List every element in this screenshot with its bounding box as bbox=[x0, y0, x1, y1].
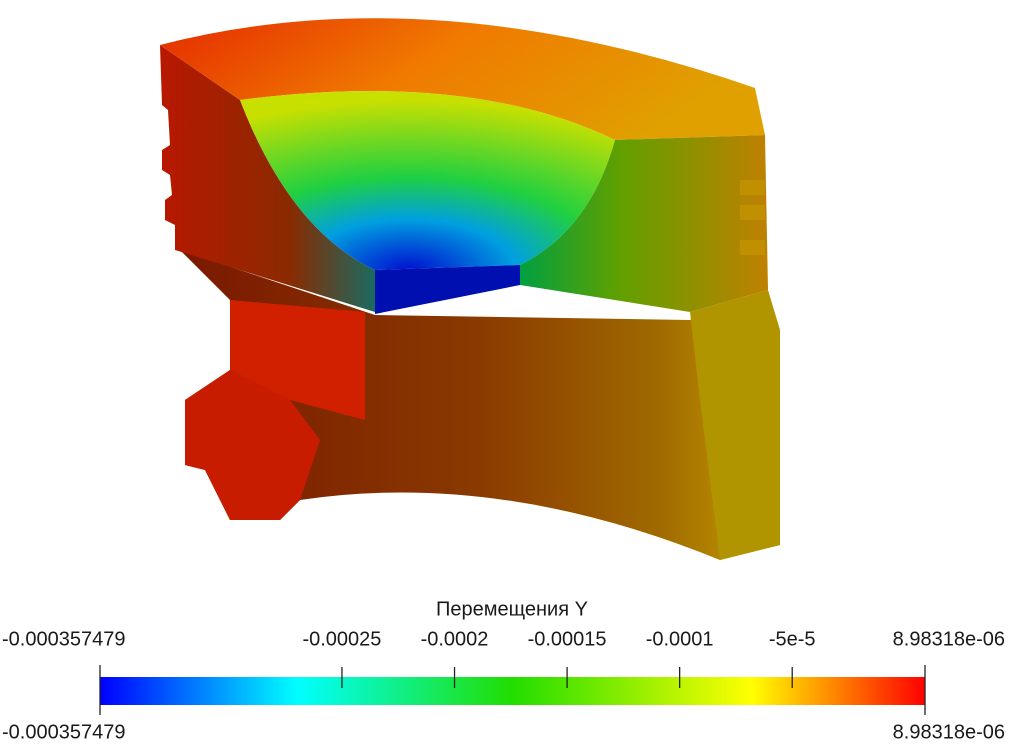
tick-label: -0.00015 bbox=[528, 628, 607, 650]
colorbar-title: Перемещения Y bbox=[436, 598, 588, 620]
tick-label: -0.00025 bbox=[302, 628, 381, 650]
range-label: 8.98318e-06 bbox=[893, 721, 1005, 743]
tick-label: -0.0001 bbox=[646, 628, 714, 650]
colorbar bbox=[100, 677, 925, 705]
tick-label: -0.000357479 bbox=[2, 628, 125, 650]
tick-label: 8.98318e-06 bbox=[893, 628, 1005, 650]
tick-label: -0.0002 bbox=[421, 628, 489, 650]
tick-label: -5e-5 bbox=[769, 628, 816, 650]
range-label: -0.000357479 bbox=[2, 721, 125, 743]
piston-render bbox=[160, 18, 780, 560]
